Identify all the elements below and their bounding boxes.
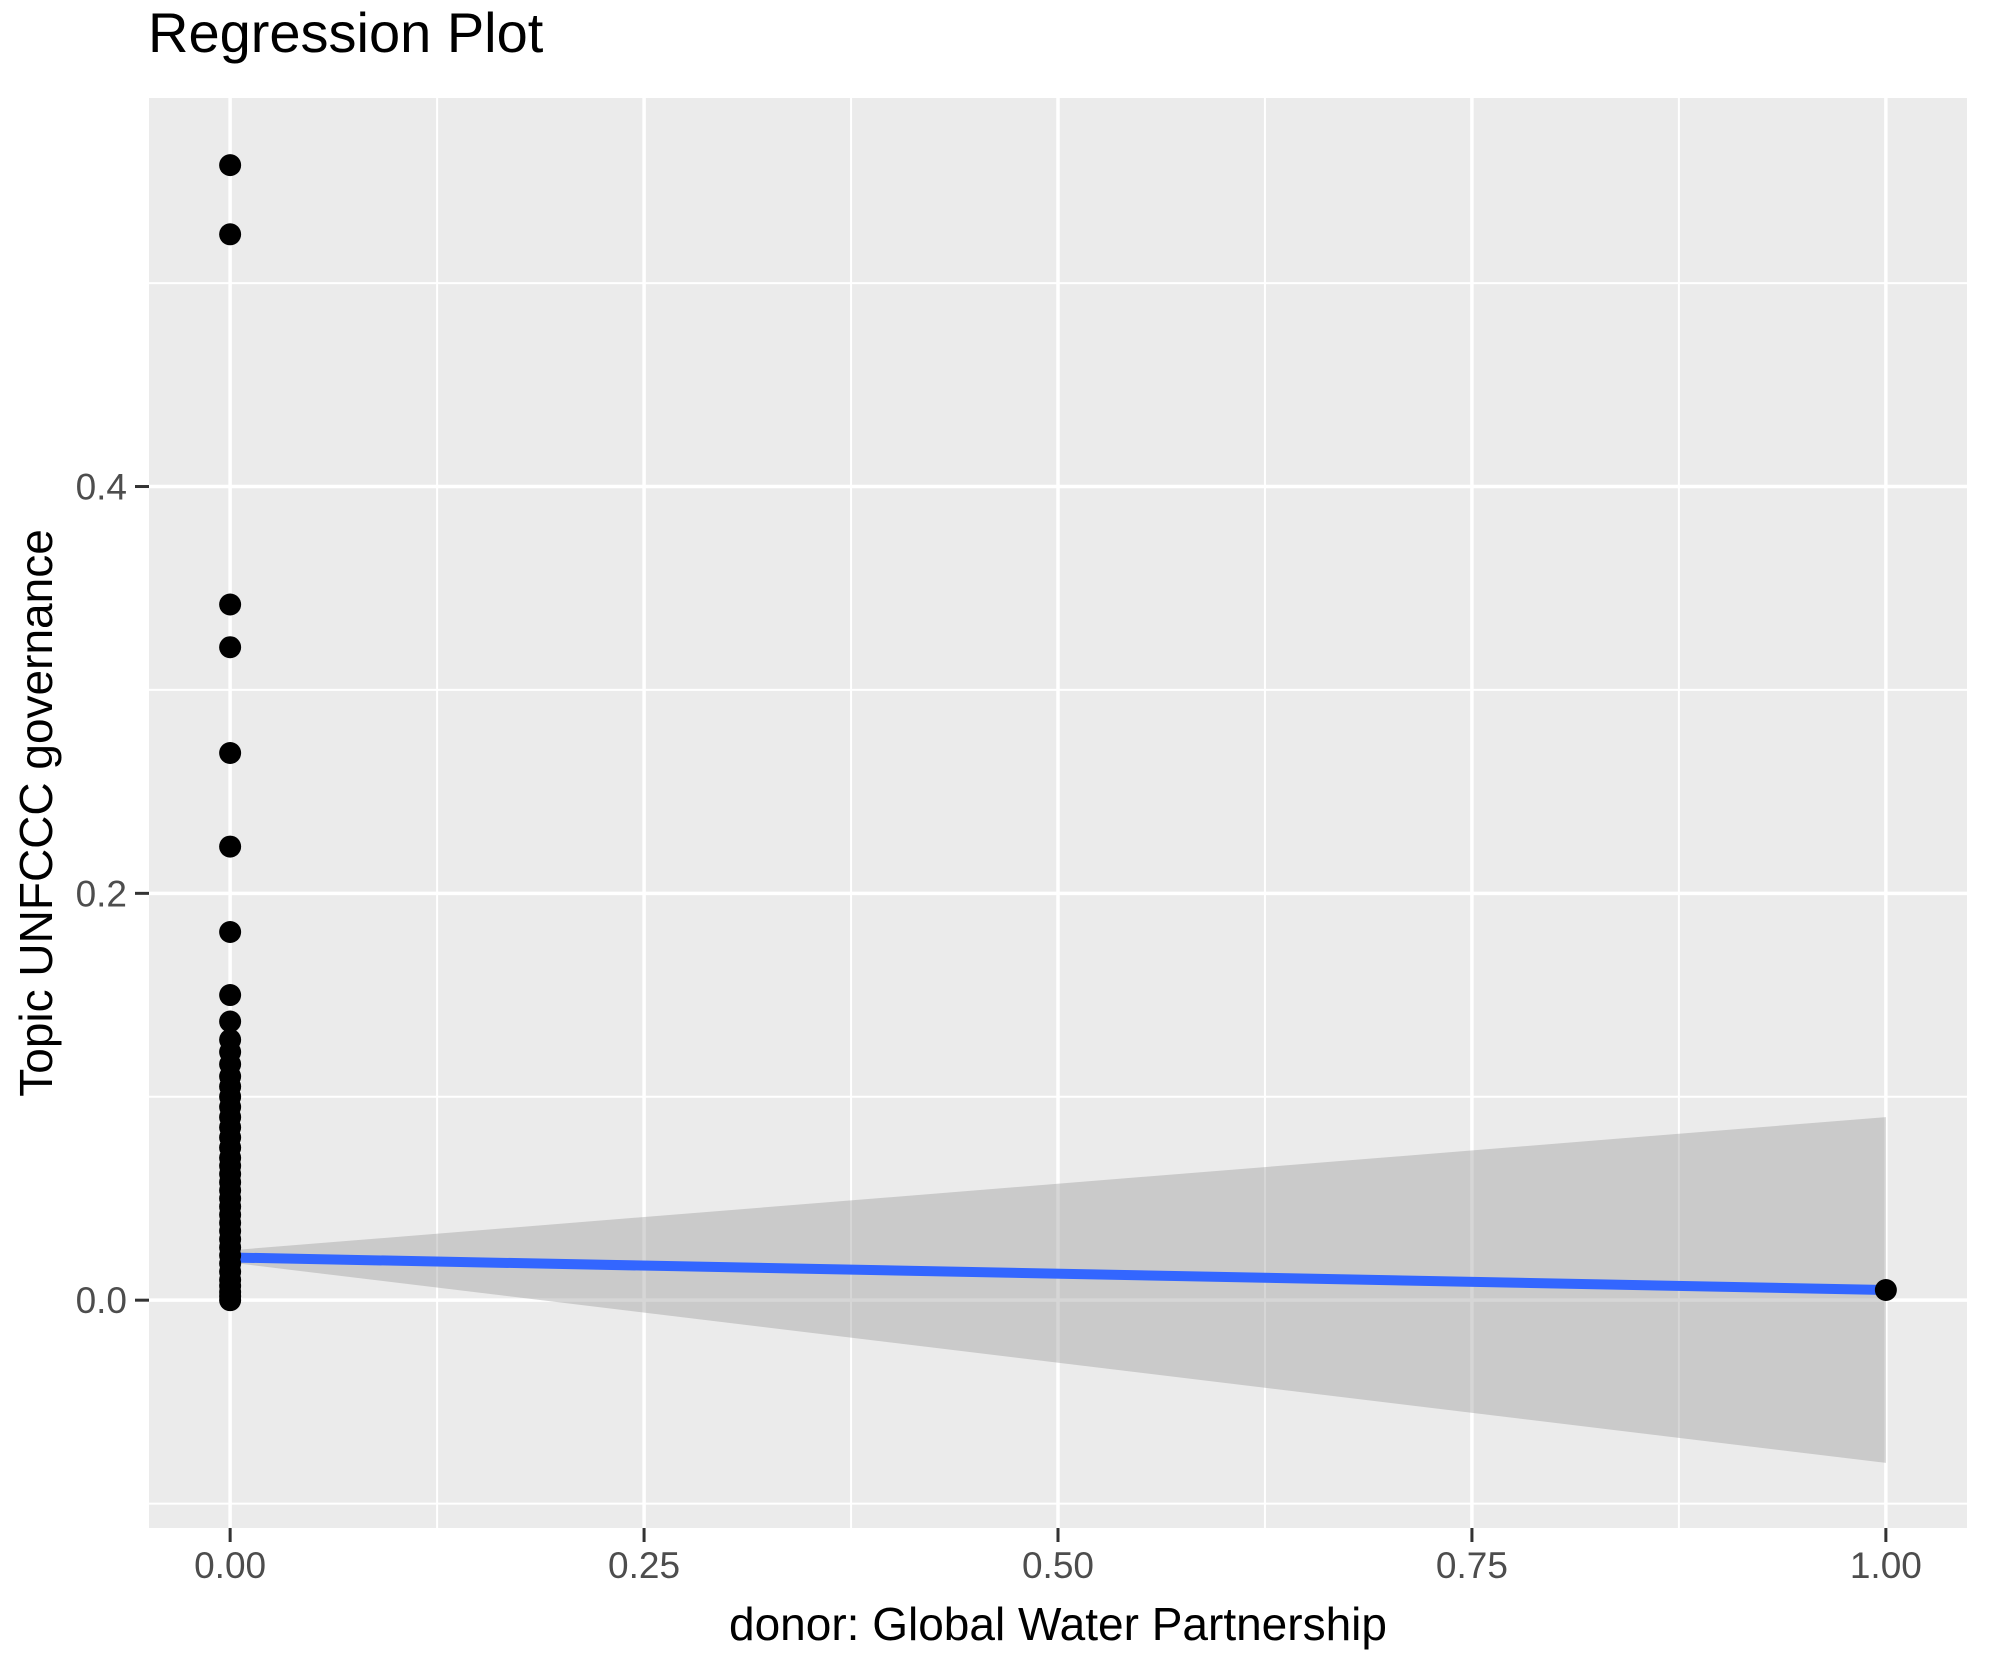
data-point — [1874, 1279, 1897, 1302]
major-gridlines — [149, 98, 1967, 1528]
axis-ticks-layer — [135, 485, 1888, 1542]
x-tick-label: 0.00 — [194, 1545, 266, 1586]
plot-title: Regression Plot — [148, 1, 544, 64]
data-point — [219, 223, 242, 246]
data-point — [219, 636, 242, 659]
data-point — [219, 1010, 242, 1033]
axis-tick-labels-layer: 0.00 0.25 0.50 0.75 1.00 0.0 0.2 0.4 — [76, 467, 1922, 1586]
data-point — [219, 593, 242, 616]
y-tick-label: 0.2 — [76, 873, 127, 914]
y-tick-label: 0.0 — [76, 1280, 127, 1321]
data-point — [219, 835, 242, 858]
data-points-layer — [219, 154, 1897, 1312]
data-point — [219, 1289, 242, 1312]
y-axis-title: Topic UNFCCC governance — [10, 529, 62, 1097]
data-point — [219, 741, 242, 764]
y-tick-label: 0.4 — [76, 467, 127, 508]
x-tick-label: 0.25 — [608, 1545, 680, 1586]
regression-line-layer — [225, 1252, 1891, 1296]
x-tick-label: 0.75 — [1436, 1545, 1508, 1586]
data-point — [219, 154, 242, 177]
confidence-band-layer — [230, 1117, 1886, 1463]
x-tick-label: 0.50 — [1022, 1545, 1094, 1586]
data-point — [219, 984, 242, 1007]
regression-line — [225, 1252, 1891, 1296]
data-point — [219, 920, 242, 943]
confidence-band — [230, 1117, 1886, 1463]
x-axis-title: donor: Global Water Partnership — [729, 1598, 1387, 1650]
x-tick-label: 1.00 — [1850, 1545, 1922, 1586]
